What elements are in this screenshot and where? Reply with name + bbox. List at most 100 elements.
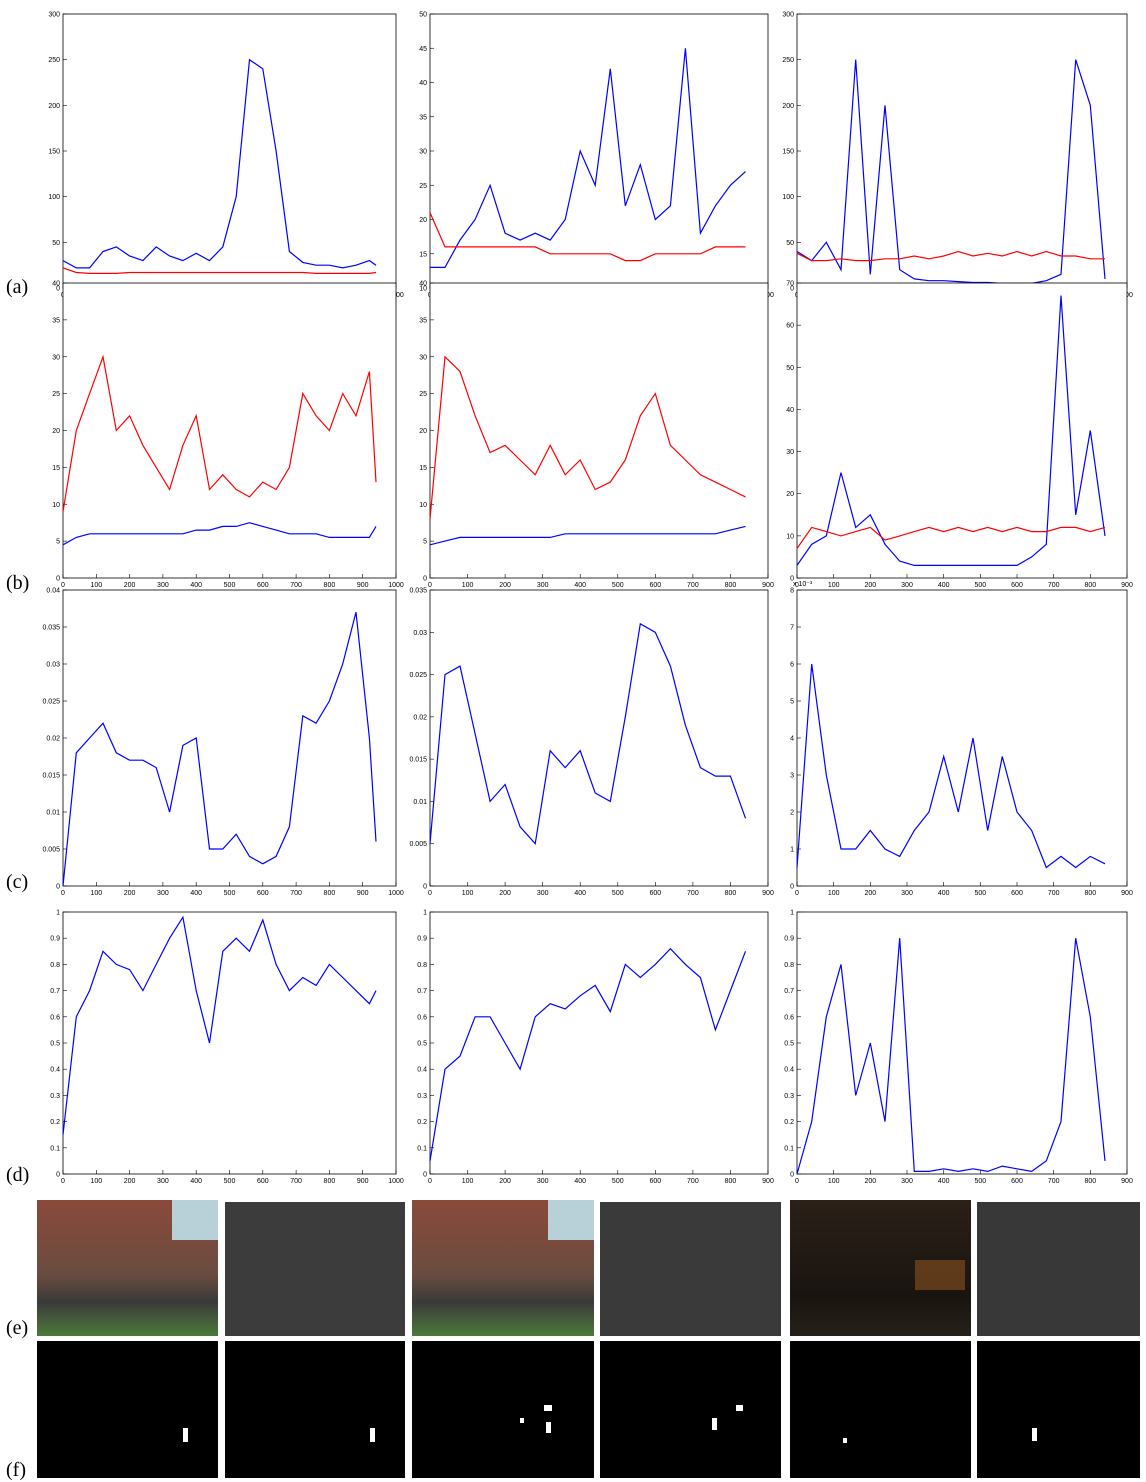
y-tick-label: 0.005 bbox=[42, 847, 60, 854]
x-tick-label: 600 bbox=[257, 582, 269, 589]
x-tick-label: 700 bbox=[687, 1178, 699, 1185]
y-tick-label: 5 bbox=[56, 539, 60, 546]
x-tick-label: 200 bbox=[864, 582, 876, 589]
photo-row bbox=[37, 1200, 1140, 1336]
y-tick-label: 1 bbox=[423, 910, 427, 917]
x-tick-label: 0 bbox=[795, 1178, 799, 1185]
x-tick-label: 0 bbox=[428, 1178, 432, 1185]
y-tick-label: 0 bbox=[423, 576, 427, 583]
y-tick-label: 40 bbox=[419, 281, 427, 288]
x-tick-label: 100 bbox=[90, 1178, 102, 1185]
x-tick-label: 800 bbox=[725, 1178, 737, 1185]
y-tick-label: 30 bbox=[786, 449, 794, 456]
y-tick-label: 0.02 bbox=[46, 736, 60, 743]
y-tick-label: 0.025 bbox=[409, 672, 427, 679]
difference-image bbox=[977, 1202, 1140, 1336]
y-tick-label: 0.5 bbox=[417, 1041, 427, 1048]
y-tick-label: 150 bbox=[48, 149, 60, 156]
plot-frame bbox=[430, 912, 768, 1174]
x-tick-label: 100 bbox=[462, 1178, 474, 1185]
y-tick-label: 0.5 bbox=[784, 1041, 794, 1048]
x-tick-label: 600 bbox=[649, 1178, 661, 1185]
x-tick-label: 100 bbox=[462, 890, 474, 897]
y-tick-label: 0.2 bbox=[417, 1119, 427, 1126]
y-tick-label: 250 bbox=[48, 57, 60, 64]
x-tick-label: 1000 bbox=[388, 890, 404, 897]
x-tick-label: 0 bbox=[428, 890, 432, 897]
y-tick-label: 0.4 bbox=[784, 1067, 794, 1074]
x-tick-label: 600 bbox=[257, 890, 269, 897]
x-tick-label: 200 bbox=[499, 1178, 511, 1185]
x-tick-label: 100 bbox=[828, 1178, 840, 1185]
x-tick-label: 300 bbox=[537, 582, 549, 589]
plot-frame bbox=[430, 590, 768, 886]
mask bbox=[600, 1341, 781, 1478]
x-tick-label: 300 bbox=[901, 582, 913, 589]
x-tick-label: 600 bbox=[1011, 890, 1023, 897]
y-tick-label: 25 bbox=[419, 183, 427, 190]
y-tick-label: 0.2 bbox=[784, 1119, 794, 1126]
y-tick-label: 7 bbox=[790, 625, 794, 632]
sky bbox=[548, 1200, 594, 1240]
y-tick-label: 0.8 bbox=[50, 962, 60, 969]
y-tick-label: 0.03 bbox=[46, 662, 60, 669]
x-tick-label: 900 bbox=[357, 1178, 369, 1185]
y-tick-label: 15 bbox=[419, 465, 427, 472]
x-tick-label: 900 bbox=[1121, 582, 1133, 589]
blob bbox=[712, 1418, 717, 1430]
y-tick-label: 10 bbox=[419, 502, 427, 509]
y-tick-label: 200 bbox=[48, 103, 60, 110]
x-tick-label: 700 bbox=[687, 582, 699, 589]
y-tick-label: 50 bbox=[786, 365, 794, 372]
x-tick-label: 600 bbox=[1011, 582, 1023, 589]
x-tick-label: 300 bbox=[537, 890, 549, 897]
y-tick-label: 0 bbox=[56, 884, 60, 891]
panel-label: (b) bbox=[6, 572, 29, 594]
y-tick-label: 0.015 bbox=[409, 757, 427, 764]
x-tick-label: 700 bbox=[1048, 890, 1060, 897]
x-tick-label: 900 bbox=[762, 582, 774, 589]
panel-label: (c) bbox=[6, 871, 28, 893]
y-tick-label: 40 bbox=[786, 407, 794, 414]
mask bbox=[977, 1341, 1140, 1478]
y-tick-label: 1 bbox=[56, 910, 60, 917]
y-tick-label: 0.6 bbox=[784, 1014, 794, 1021]
y-tick-label: 35 bbox=[52, 317, 60, 324]
y-tick-label: 0.3 bbox=[417, 1093, 427, 1100]
y-tick-label: 0.04 bbox=[46, 588, 60, 595]
x-tick-label: 700 bbox=[290, 1178, 302, 1185]
y-tick-label: 35 bbox=[419, 114, 427, 121]
y-tick-label: 0.035 bbox=[409, 588, 427, 595]
y-tick-label: 40 bbox=[52, 281, 60, 288]
mask bbox=[412, 1341, 594, 1478]
y-tick-label: 1 bbox=[790, 847, 794, 854]
y-tick-label: 20 bbox=[52, 428, 60, 435]
blob bbox=[520, 1418, 524, 1423]
x-tick-label: 800 bbox=[324, 582, 336, 589]
x-tick-label: 500 bbox=[224, 1178, 236, 1185]
y-tick-label: 5 bbox=[423, 539, 427, 546]
y-tick-label: 30 bbox=[419, 354, 427, 361]
x-tick-label: 600 bbox=[649, 582, 661, 589]
x-tick-label: 500 bbox=[612, 890, 624, 897]
y-tick-label: 30 bbox=[419, 149, 427, 156]
blob bbox=[736, 1405, 743, 1411]
x-tick-label: 400 bbox=[190, 1178, 202, 1185]
y-tick-label: 15 bbox=[419, 251, 427, 258]
x-tick-label: 200 bbox=[499, 582, 511, 589]
x-tick-label: 0 bbox=[61, 890, 65, 897]
x-tick-label: 400 bbox=[938, 890, 950, 897]
y-tick-label: 4 bbox=[790, 736, 794, 743]
x-tick-label: 900 bbox=[762, 1178, 774, 1185]
y-tick-label: 50 bbox=[52, 240, 60, 247]
y-tick-label: 250 bbox=[782, 57, 794, 64]
y-tick-label: 0 bbox=[790, 884, 794, 891]
plot-frame bbox=[797, 912, 1127, 1174]
x-tick-label: 0 bbox=[428, 582, 432, 589]
blob bbox=[183, 1428, 188, 1442]
x-tick-label: 800 bbox=[725, 890, 737, 897]
y-tick-label: 0 bbox=[56, 576, 60, 583]
mask-row bbox=[37, 1341, 1140, 1478]
lit-area bbox=[915, 1260, 965, 1290]
y-tick-label: 0.6 bbox=[417, 1014, 427, 1021]
